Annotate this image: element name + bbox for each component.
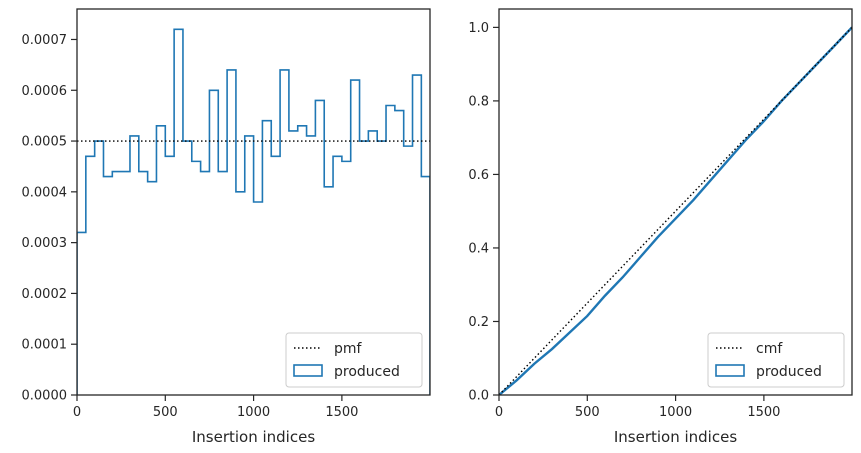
right-legend: cmf produced (707, 332, 845, 388)
y-tick-label: 0.0000 (22, 389, 68, 404)
legend-label: cmf (756, 341, 783, 357)
legend-label: produced (756, 364, 822, 380)
x-tick-label: 0 (495, 405, 503, 420)
y-tick-label: 1.0 (468, 21, 489, 36)
y-tick-label: 0.0003 (22, 236, 68, 251)
y-tick-label: 0.0005 (22, 135, 68, 150)
legend-box (285, 332, 423, 388)
cmf-line-chart: 0 500 1000 1500 0.0 0.2 0.4 0.6 0.8 1.0 Insertion … (468, 8, 853, 446)
y-tick-label: 0.0004 (22, 185, 68, 200)
y-tick-label: 0.0 (468, 389, 489, 404)
cmf-reference-line (499, 26, 852, 395)
y-tick-label: 0.6 (468, 168, 489, 183)
x-tick-label: 500 (153, 405, 178, 420)
legend-label: pmf (334, 341, 363, 357)
y-tick-label: 0.0006 (22, 84, 68, 99)
produced-histogram-series (77, 28, 430, 395)
pmf-histogram-chart: 0 500 1000 1500 0.0000 0.0001 0.0002 0.0003 0.00… (22, 8, 431, 446)
y-tick-label: 0.0001 (22, 338, 68, 353)
x-tick-label: 0 (73, 405, 81, 420)
x-tick-label: 500 (575, 405, 600, 420)
legend-label: produced (334, 364, 400, 380)
y-tick-label: 0.4 (468, 241, 489, 256)
y-tick-label: 0.0002 (22, 287, 68, 302)
left-legend: pmf produced (285, 332, 423, 388)
left-plot-area (77, 28, 430, 395)
y-tick-label: 0.2 (468, 315, 489, 330)
x-tick-label: 1500 (325, 405, 358, 420)
x-axis-label: Insertion indices (614, 428, 737, 446)
x-tick-label: 1000 (659, 405, 692, 420)
x-tick-label: 1500 (747, 405, 780, 420)
x-tick-label: 1000 (237, 405, 270, 420)
y-tick-label: 0.0007 (22, 33, 68, 48)
legend-produced-swatch (715, 364, 745, 377)
legend-box (707, 332, 845, 388)
legend-produced-swatch (293, 364, 323, 377)
x-axis-label: Insertion indices (192, 428, 315, 446)
right-plot-area (499, 26, 852, 395)
y-tick-label: 0.8 (468, 94, 489, 109)
